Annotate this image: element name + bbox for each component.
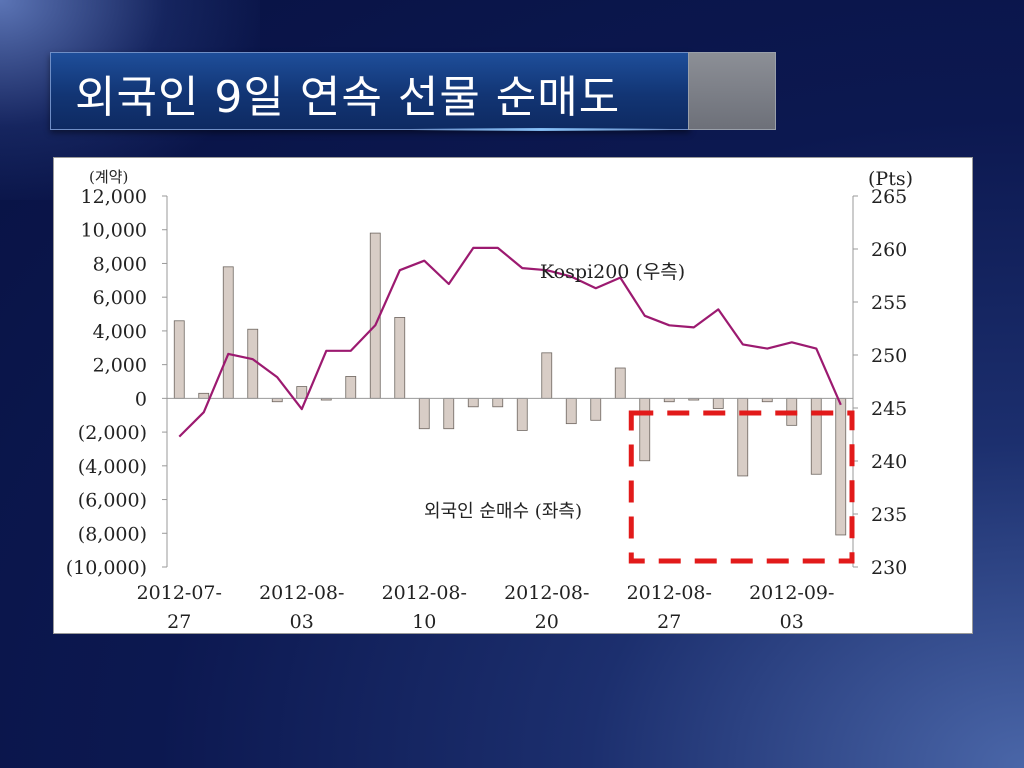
left-axis-unit: (계약) — [89, 168, 128, 186]
bar — [271, 397, 283, 403]
x-tick-label-day: 10 — [412, 611, 436, 633]
x-tick-label-day: 20 — [535, 611, 559, 633]
left-tick-label: 2,000 — [93, 355, 147, 377]
right-tick-label: 240 — [871, 451, 907, 473]
bar — [173, 320, 185, 399]
left-tick-label: (10,000) — [66, 557, 147, 579]
bar — [198, 392, 210, 399]
title-accent-box — [688, 52, 776, 130]
left-tick-label: (4,000) — [78, 456, 147, 478]
bar — [247, 328, 259, 399]
x-tick-label: 2012-08- — [504, 582, 589, 604]
bar — [222, 266, 234, 399]
bar — [467, 397, 479, 408]
bar — [663, 397, 675, 403]
x-tick-label: 2012-07- — [137, 582, 222, 604]
x-tick-label: 2012-08- — [627, 582, 712, 604]
x-tick-label: 2012-08- — [382, 582, 467, 604]
right-tick-label: 260 — [871, 239, 907, 261]
right-tick-label: 230 — [871, 557, 907, 579]
bar — [590, 397, 602, 421]
x-tick-label-day: 03 — [290, 611, 314, 633]
right-tick-label: 245 — [871, 398, 907, 420]
bar — [345, 376, 357, 399]
x-tick-label: 2012-09- — [749, 582, 834, 604]
foreign-net-annotation: 외국인 순매수 (좌측) — [424, 501, 582, 522]
bar — [296, 386, 308, 399]
bar — [394, 317, 406, 399]
bar — [443, 397, 455, 430]
left-tick-label: (2,000) — [78, 422, 147, 444]
left-tick-label: 10,000 — [81, 220, 147, 242]
highlight-box — [628, 410, 855, 564]
left-tick-label: 4,000 — [93, 321, 147, 343]
line-series — [178, 246, 842, 438]
bar — [418, 397, 430, 430]
right-tick-label: 265 — [871, 186, 907, 208]
slide-title: 외국인 9일 연속 선물 순매도 — [75, 72, 621, 123]
left-tick-label: (6,000) — [78, 490, 147, 512]
left-tick-label: 12,000 — [81, 186, 147, 208]
left-tick-label: 0 — [135, 388, 147, 410]
bar-series — [173, 232, 847, 536]
bar — [761, 397, 773, 403]
left-tick-label: 8,000 — [93, 253, 147, 275]
bar — [492, 397, 504, 408]
x-axis: 2012-07- 27 2012-08- 03 2012-08- 10 2012-08- 20… — [137, 582, 835, 633]
combo-chart: 12,000 10,000 8,000 6,000 4,000 2,000 0 (2,000)… — [66, 168, 913, 633]
x-tick-label: 2012-08- — [259, 582, 344, 604]
bar — [516, 397, 528, 431]
left-axis: 12,000 10,000 8,000 6,000 4,000 2,000 0 (2,000)… — [66, 186, 168, 579]
right-tick-label: 255 — [871, 292, 907, 314]
right-tick-label: 250 — [871, 345, 907, 367]
x-tick-label-day: 03 — [780, 611, 804, 633]
right-axis-unit: (Pts) — [868, 168, 913, 190]
x-tick-label-day: 27 — [167, 611, 191, 633]
bar — [565, 397, 577, 425]
bar — [614, 367, 626, 399]
kospi-annotation: Kospi200 (우측) — [540, 261, 685, 283]
bar — [639, 397, 651, 462]
bar — [835, 397, 847, 536]
left-tick-label: 6,000 — [93, 287, 147, 309]
right-axis: 265 260 255 250 245 240 235 230 — [852, 186, 907, 579]
bar — [541, 352, 553, 399]
kospi-line — [178, 246, 842, 438]
left-tick-label: (8,000) — [78, 523, 147, 545]
bar — [737, 397, 749, 477]
chart-panel: 12,000 10,000 8,000 6,000 4,000 2,000 0 (2,000)… — [53, 157, 973, 634]
highlight-dashed-rect — [628, 410, 855, 564]
title-bar: 외국인 9일 연속 선물 순매도 — [50, 52, 690, 131]
bar — [712, 397, 724, 409]
x-tick-label-day: 27 — [657, 611, 681, 633]
right-tick-label: 235 — [871, 504, 907, 526]
bar — [810, 397, 822, 475]
